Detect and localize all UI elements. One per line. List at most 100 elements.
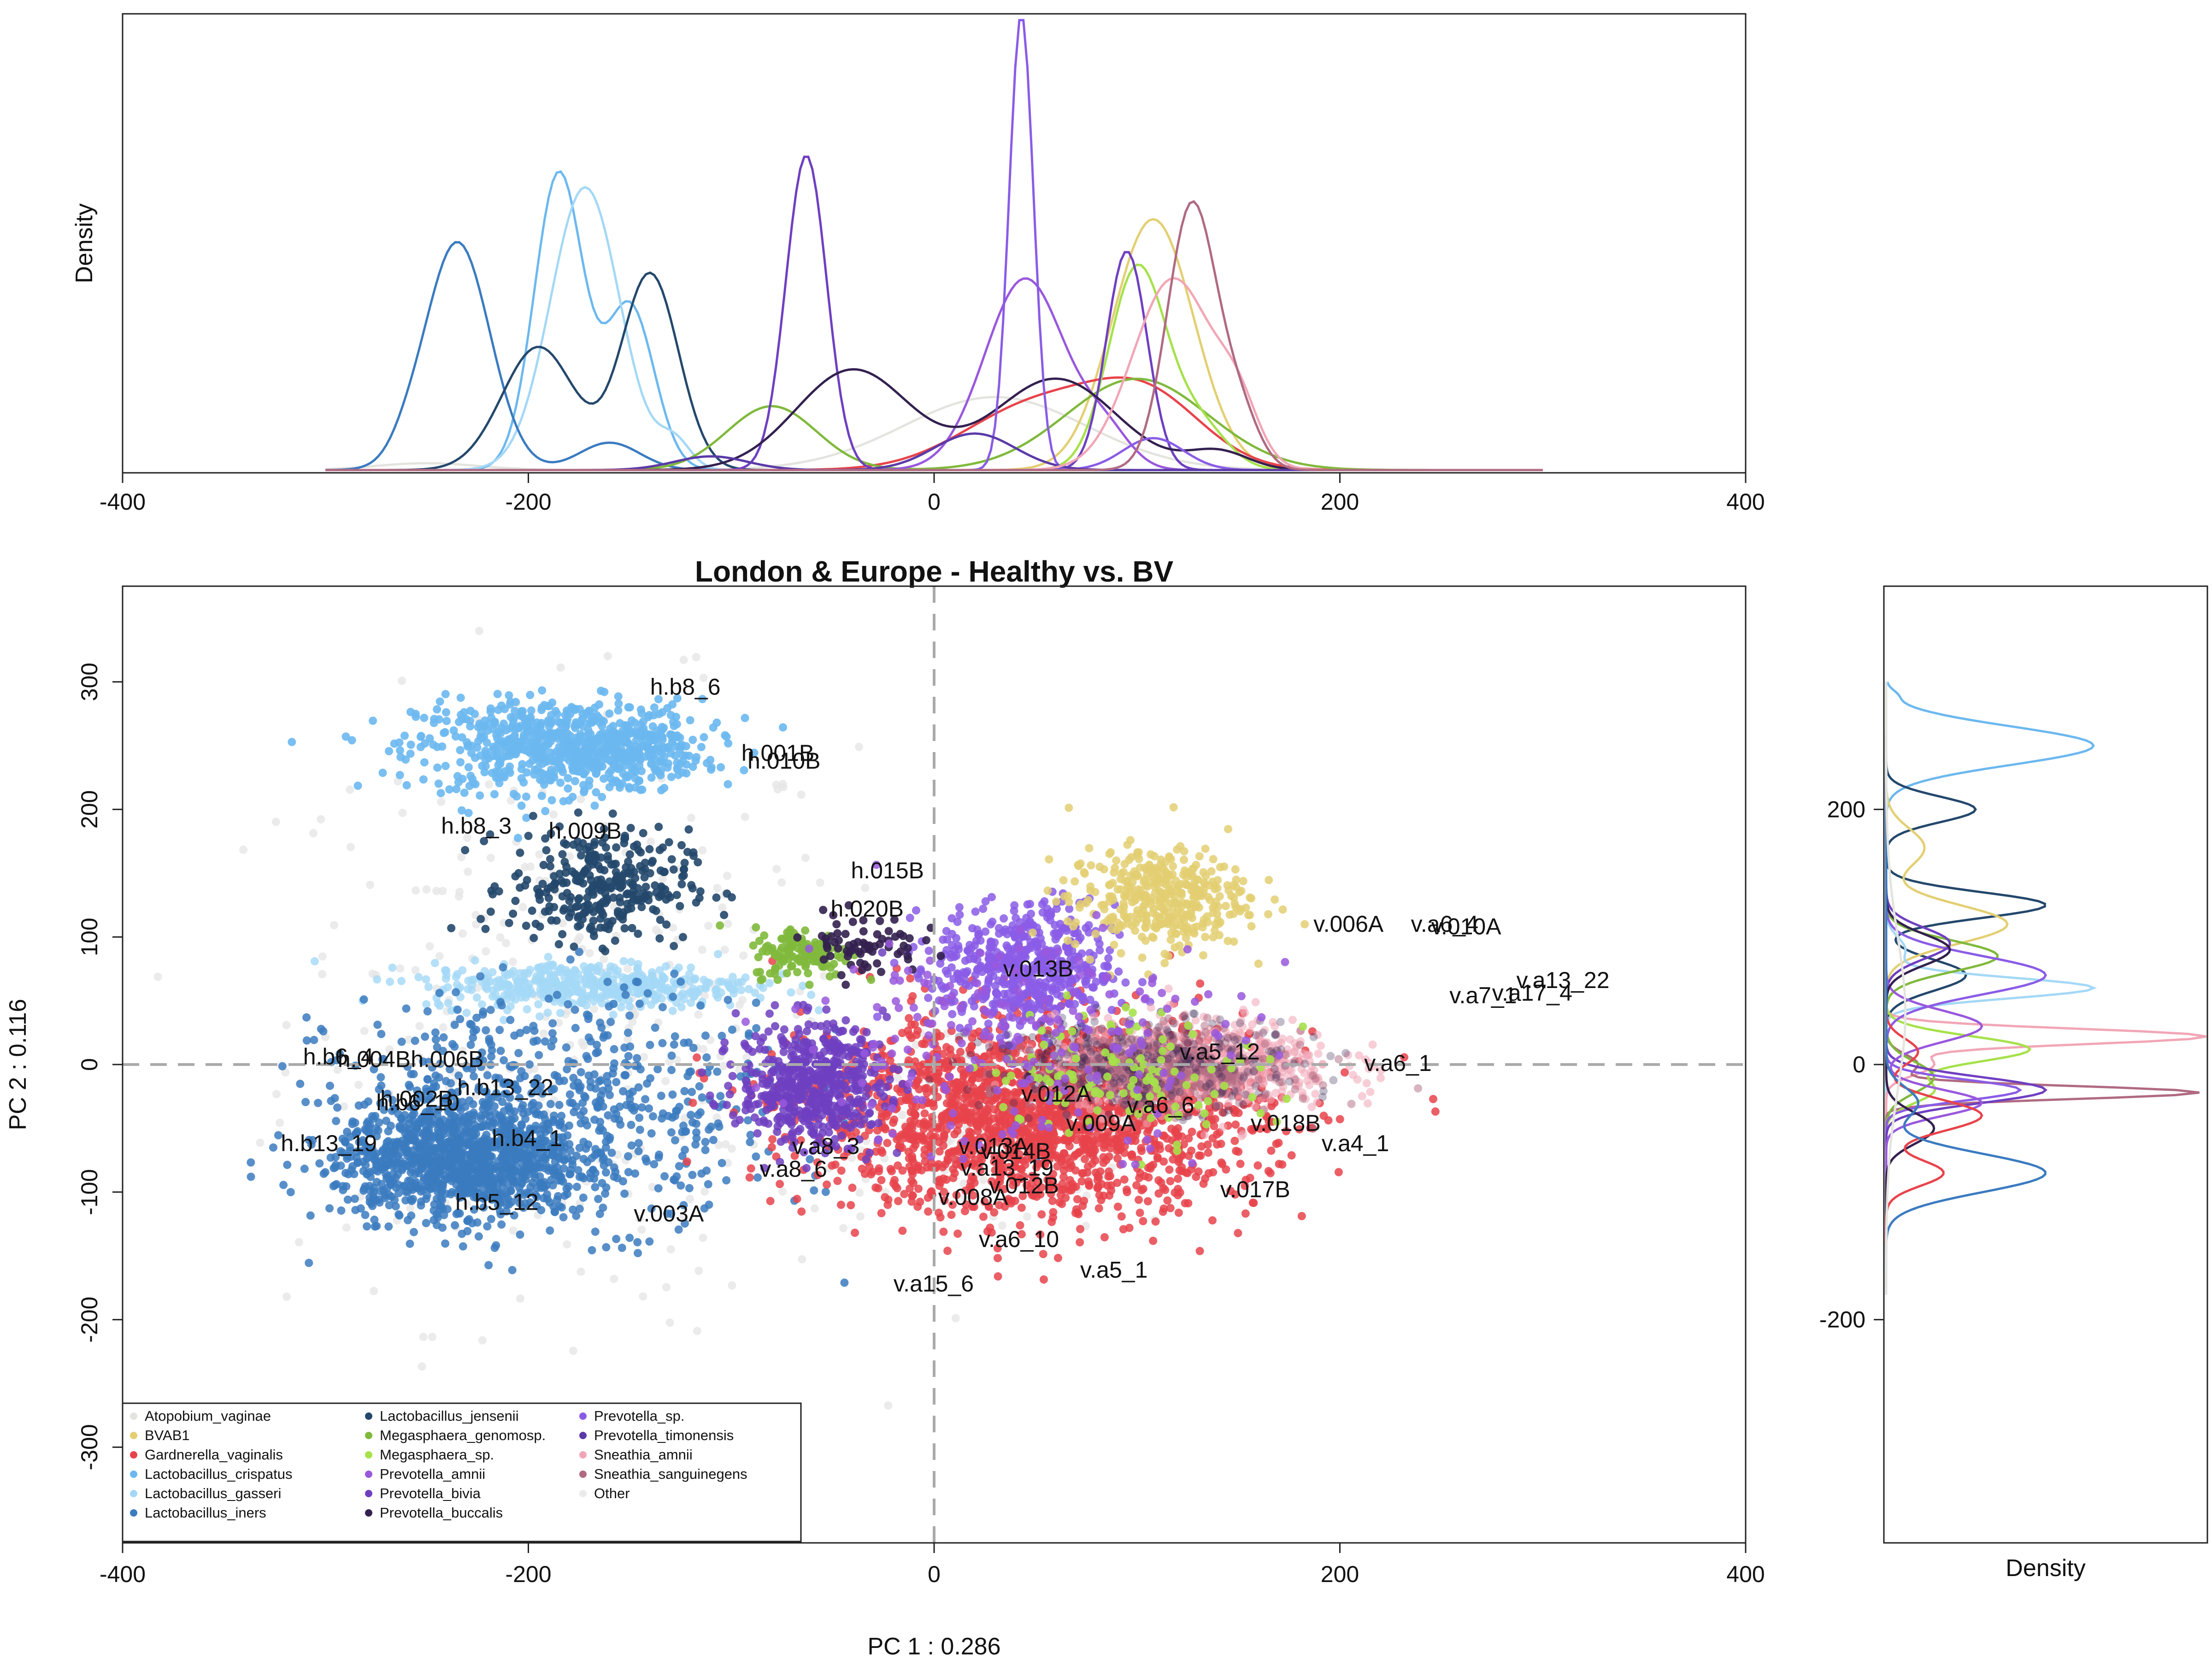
point-other bbox=[457, 853, 466, 861]
pc1-density-curves bbox=[325, 19, 1543, 471]
point-lactobacillus-crispatus bbox=[369, 717, 377, 725]
point-lactobacillus-crispatus bbox=[442, 717, 451, 725]
point-lactobacillus-crispatus bbox=[627, 756, 635, 765]
point-lactobacillus-crispatus bbox=[722, 732, 731, 741]
point-other bbox=[585, 949, 594, 958]
point-lactobacillus-crispatus bbox=[396, 753, 405, 761]
point-gardnerella-vaginalis bbox=[1230, 1136, 1239, 1145]
point-lactobacillus-crispatus bbox=[288, 738, 296, 747]
point-lactobacillus-iners bbox=[591, 1227, 600, 1236]
point-lactobacillus-crispatus bbox=[452, 785, 461, 794]
point-lactobacillus-crispatus bbox=[658, 723, 666, 731]
point-other bbox=[816, 878, 824, 887]
point-gardnerella-vaginalis bbox=[1120, 1175, 1129, 1184]
point-other bbox=[475, 627, 483, 635]
point-other bbox=[482, 947, 490, 956]
point-lactobacillus-iners bbox=[464, 1138, 472, 1147]
point-lactobacillus-iners bbox=[577, 1068, 585, 1077]
point-lactobacillus-crispatus bbox=[571, 705, 580, 713]
point-lactobacillus-gasseri bbox=[556, 1009, 565, 1018]
point-lactobacillus-crispatus bbox=[406, 749, 415, 758]
point-other bbox=[549, 810, 558, 819]
point-lactobacillus-gasseri bbox=[687, 963, 695, 972]
point-other bbox=[735, 1065, 744, 1074]
point-lactobacillus-gasseri bbox=[471, 956, 479, 965]
point-lactobacillus-crispatus bbox=[481, 756, 490, 765]
point-lactobacillus-crispatus bbox=[466, 722, 475, 731]
point-gardnerella-vaginalis bbox=[1135, 1208, 1144, 1217]
point-lactobacillus-gasseri bbox=[700, 976, 708, 984]
point-other bbox=[719, 1062, 728, 1071]
point-lactobacillus-iners bbox=[465, 1111, 473, 1119]
point-lactobacillus-crispatus bbox=[625, 784, 634, 793]
point-gardnerella-vaginalis bbox=[979, 1212, 988, 1221]
point-lactobacillus-crispatus bbox=[688, 735, 697, 744]
point-lactobacillus-jensenii bbox=[558, 850, 567, 859]
point-gardnerella-vaginalis bbox=[1139, 1217, 1147, 1225]
point-lactobacillus-iners bbox=[402, 1004, 411, 1013]
point-lactobacillus-gasseri bbox=[386, 977, 394, 986]
point-lactobacillus-iners bbox=[716, 1092, 725, 1100]
point-lactobacillus-gasseri bbox=[488, 986, 497, 994]
point-lactobacillus-iners bbox=[415, 1128, 424, 1137]
point-lactobacillus-jensenii bbox=[544, 907, 553, 915]
point-lactobacillus-jensenii bbox=[535, 891, 543, 900]
point-other bbox=[694, 1010, 703, 1019]
point-lactobacillus-crispatus bbox=[406, 741, 415, 749]
point-lactobacillus-iners bbox=[490, 1165, 499, 1174]
point-lactobacillus-jensenii bbox=[555, 822, 564, 831]
point-lactobacillus-crispatus bbox=[457, 711, 465, 719]
point-lactobacillus-iners bbox=[485, 1037, 494, 1046]
point-lactobacillus-gasseri bbox=[373, 975, 382, 984]
point-lactobacillus-crispatus bbox=[395, 771, 404, 779]
point-lactobacillus-iners bbox=[377, 1073, 385, 1082]
point-lactobacillus-iners bbox=[373, 1020, 382, 1029]
point-lactobacillus-jensenii bbox=[574, 895, 582, 904]
point-lactobacillus-crispatus bbox=[585, 777, 594, 785]
point-lactobacillus-crispatus bbox=[488, 724, 497, 733]
point-lactobacillus-crispatus bbox=[620, 721, 629, 729]
point-lactobacillus-iners bbox=[631, 1169, 640, 1178]
point-lactobacillus-gasseri bbox=[690, 975, 699, 984]
point-lactobacillus-iners bbox=[506, 1016, 515, 1024]
point-lactobacillus-iners bbox=[637, 1103, 646, 1112]
point-lactobacillus-crispatus bbox=[341, 732, 350, 741]
point-lactobacillus-jensenii bbox=[588, 884, 596, 892]
point-lactobacillus-iners bbox=[540, 1110, 548, 1119]
point-lactobacillus-iners bbox=[688, 1118, 697, 1127]
point-lactobacillus-iners bbox=[484, 1261, 493, 1270]
point-lactobacillus-gasseri bbox=[617, 1003, 625, 1012]
point-other bbox=[540, 1029, 548, 1038]
point-lactobacillus-iners bbox=[701, 1031, 710, 1040]
point-other bbox=[693, 1327, 701, 1335]
point-lactobacillus-iners bbox=[570, 1108, 578, 1117]
point-lactobacillus-iners bbox=[576, 1082, 585, 1091]
point-lactobacillus-gasseri bbox=[655, 966, 664, 975]
point-lactobacillus-iners bbox=[391, 1157, 400, 1165]
point-lactobacillus-iners bbox=[641, 1095, 650, 1104]
point-lactobacillus-crispatus bbox=[672, 712, 681, 721]
point-lactobacillus-iners bbox=[671, 1112, 679, 1120]
point-lactobacillus-crispatus bbox=[532, 737, 541, 746]
point-lactobacillus-iners bbox=[691, 1140, 700, 1149]
point-lactobacillus-iners bbox=[422, 1219, 430, 1227]
point-gardnerella-vaginalis bbox=[1267, 1147, 1276, 1155]
point-lactobacillus-iners bbox=[532, 1110, 540, 1118]
point-lactobacillus-jensenii bbox=[546, 855, 554, 864]
point-lactobacillus-jensenii bbox=[626, 824, 635, 832]
point-lactobacillus-crispatus bbox=[638, 732, 647, 741]
point-lactobacillus-crispatus bbox=[494, 706, 503, 714]
point-lactobacillus-jensenii bbox=[656, 916, 665, 924]
point-lactobacillus-iners bbox=[499, 963, 507, 972]
pc1-density-tick-label: 400 bbox=[1726, 489, 1765, 515]
point-lactobacillus-crispatus bbox=[435, 697, 444, 706]
point-lactobacillus-crispatus bbox=[417, 732, 425, 741]
point-lactobacillus-gasseri bbox=[592, 982, 600, 991]
point-lactobacillus-jensenii bbox=[679, 865, 688, 874]
pc1-density-tick-label: -200 bbox=[505, 489, 551, 515]
point-lactobacillus-iners bbox=[620, 1071, 629, 1079]
point-lactobacillus-iners bbox=[563, 1065, 571, 1074]
point-lactobacillus-gasseri bbox=[751, 988, 759, 997]
point-lactobacillus-jensenii bbox=[533, 885, 541, 894]
point-lactobacillus-iners bbox=[571, 1024, 580, 1032]
